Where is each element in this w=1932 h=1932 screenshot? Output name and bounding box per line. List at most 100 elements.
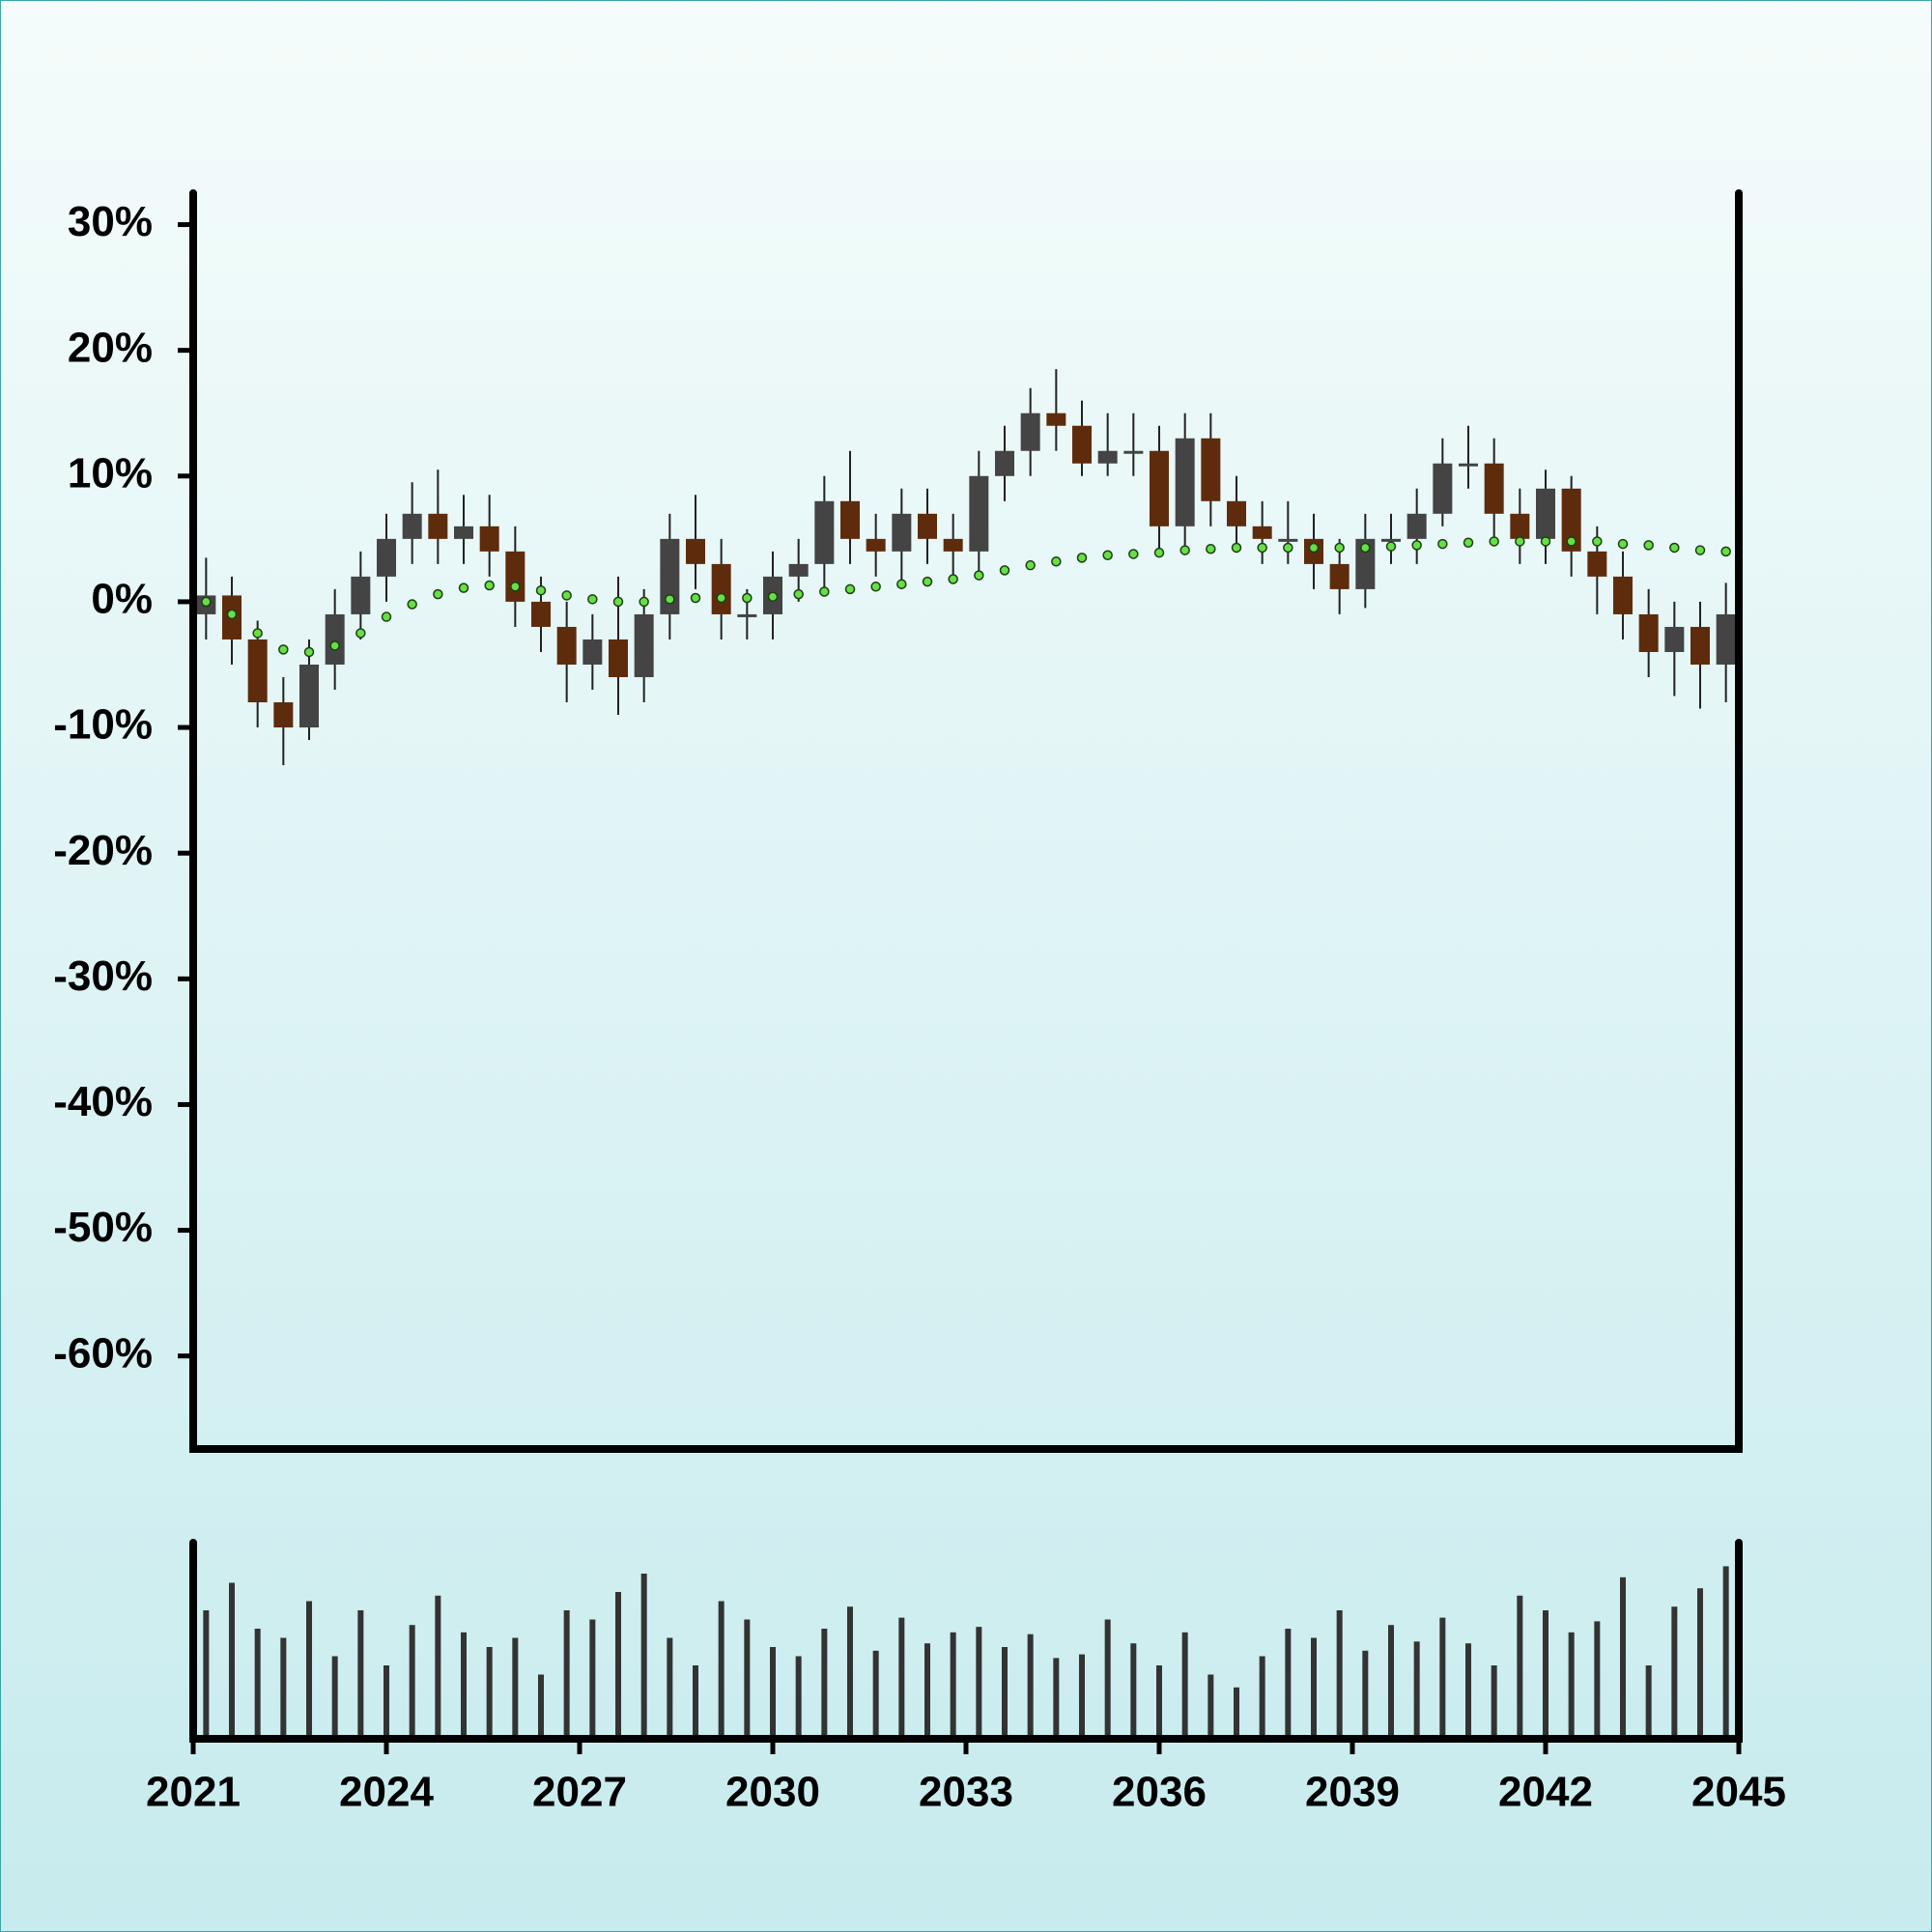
volume-bar (924, 1643, 930, 1739)
volume-bar (1208, 1674, 1214, 1739)
candle-body (1201, 438, 1221, 501)
volume-bar (1027, 1634, 1034, 1739)
ma-point (1360, 542, 1371, 554)
ma-point (1206, 544, 1216, 554)
candle-body (1690, 626, 1710, 665)
x-tick-label: 2021 (146, 1769, 241, 1816)
candle-body (1123, 450, 1144, 454)
volume-bar (847, 1606, 853, 1739)
volume-bar (821, 1629, 828, 1739)
candle-body (866, 538, 886, 552)
volume-bar (898, 1617, 905, 1739)
candle-body (788, 563, 809, 577)
ma-point (407, 599, 417, 610)
volume-bar (229, 1582, 235, 1739)
candle-body (377, 538, 396, 577)
candle-body (556, 626, 577, 665)
volume-bar (1620, 1577, 1626, 1739)
volume-bar (950, 1632, 956, 1739)
ma-point (793, 588, 804, 600)
volume-bar (770, 1647, 776, 1739)
ma-point (974, 570, 984, 581)
ma-point (948, 574, 958, 584)
candle-body (1020, 412, 1040, 451)
candle-body (428, 513, 448, 539)
ma-point (1540, 536, 1551, 547)
candle-body (634, 613, 654, 678)
ma-point (535, 584, 547, 596)
candle-body (1252, 526, 1272, 539)
volume-bar (744, 1619, 751, 1739)
volume-bar (1311, 1637, 1317, 1739)
candle-body (1150, 450, 1169, 526)
candle-body (1664, 626, 1685, 652)
ma-point (1257, 542, 1267, 554)
volume-bar (1130, 1643, 1137, 1739)
volume-bar (1465, 1643, 1471, 1739)
candle-body (402, 513, 422, 539)
volume-bar (1517, 1595, 1523, 1739)
y-tick-label: 20% (68, 324, 153, 371)
volume-bar (280, 1637, 287, 1739)
volume-bar (1002, 1647, 1008, 1739)
ma-point (355, 628, 366, 639)
y-tick-label: -60% (53, 1329, 153, 1377)
volume-bar (640, 1574, 647, 1739)
candle-body (686, 538, 705, 564)
candle-body (814, 500, 835, 564)
ma-point (561, 590, 572, 601)
ma-point (1076, 553, 1088, 563)
ma-point (278, 644, 289, 655)
candle-body (273, 702, 294, 728)
candle-body (1046, 412, 1066, 426)
y-tick-label: -30% (53, 952, 153, 1000)
y-tick-label: 0% (91, 576, 153, 623)
ma-point (1153, 547, 1165, 558)
ma-point (1643, 540, 1654, 551)
volume-bar (461, 1632, 467, 1739)
candle-body (1072, 425, 1092, 464)
ma-point (510, 582, 521, 592)
x-tick-label: 2042 (1498, 1769, 1593, 1816)
volume-bar (1413, 1641, 1420, 1739)
volume-bar (1104, 1619, 1111, 1739)
volume-bar (1491, 1665, 1497, 1739)
volume-bar (512, 1637, 519, 1739)
ma-point (1385, 541, 1397, 552)
candle-body (454, 526, 473, 539)
ma-point (329, 640, 340, 651)
volume-bar (1336, 1610, 1343, 1739)
y-tick-label: -40% (53, 1078, 153, 1125)
ma-point (742, 592, 753, 604)
volume-bar (795, 1656, 802, 1739)
candle-body (1587, 551, 1607, 577)
candle-body (1484, 463, 1504, 514)
candle-body (1510, 513, 1530, 539)
ma-point (1720, 546, 1731, 557)
ma-point (922, 576, 933, 587)
volume-bar (357, 1610, 364, 1739)
candle-body (660, 538, 680, 614)
ma-point (1334, 542, 1345, 554)
volume-bar (435, 1595, 441, 1739)
ma-point (1669, 542, 1680, 554)
volume-bar (203, 1610, 210, 1739)
ma-point (1694, 545, 1706, 555)
x-tick-label: 2024 (339, 1769, 434, 1816)
ma-point (1102, 550, 1113, 561)
candle-body (840, 500, 860, 539)
candle-body (1716, 613, 1736, 665)
volume-bar (331, 1656, 338, 1739)
ma-point (1179, 545, 1190, 555)
volume-bar (718, 1601, 724, 1739)
candle-body (609, 639, 628, 678)
ma-point (1128, 549, 1139, 559)
volume-bar (1362, 1650, 1369, 1739)
x-tick-label: 2045 (1691, 1769, 1786, 1816)
ma-point (844, 583, 856, 595)
candle-body (1406, 513, 1427, 539)
volume-bar (1285, 1629, 1292, 1739)
ma-point (303, 646, 315, 658)
